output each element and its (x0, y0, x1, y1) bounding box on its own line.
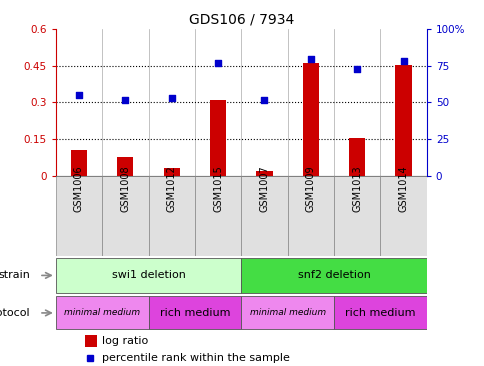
Text: growth protocol: growth protocol (0, 308, 30, 318)
Text: GSM1009: GSM1009 (305, 165, 315, 212)
Bar (241, 296, 333, 329)
Bar (56, 176, 102, 256)
Bar (85, 335, 96, 347)
Point (167, 95, 175, 101)
Bar (241, 258, 426, 293)
Bar (287, 176, 333, 256)
Bar (241, 176, 287, 256)
Bar (195, 176, 241, 256)
Text: GSM1015: GSM1015 (212, 165, 223, 212)
Bar (394, 65, 411, 176)
Text: minimal medium: minimal medium (64, 309, 140, 317)
Bar (56, 258, 241, 293)
Bar (56, 296, 148, 329)
Text: GSM1014: GSM1014 (398, 165, 408, 212)
Point (399, 59, 407, 64)
Bar (102, 176, 148, 256)
Text: minimal medium: minimal medium (249, 309, 325, 317)
Point (121, 97, 129, 102)
Point (353, 66, 361, 72)
Text: log ratio: log ratio (102, 336, 148, 346)
Text: GSM1013: GSM1013 (351, 165, 362, 212)
Text: swi1 deletion: swi1 deletion (111, 270, 185, 280)
Bar (302, 63, 318, 176)
Bar (148, 296, 241, 329)
Bar (348, 138, 364, 176)
Title: GDS106 / 7934: GDS106 / 7934 (188, 13, 293, 27)
Bar (333, 176, 379, 256)
Bar (333, 296, 426, 329)
Text: GSM1008: GSM1008 (120, 165, 130, 212)
Text: rich medium: rich medium (159, 308, 230, 318)
Point (306, 56, 314, 61)
Bar (379, 176, 426, 256)
Bar (256, 171, 272, 176)
Point (214, 60, 222, 66)
Text: GSM1012: GSM1012 (166, 165, 176, 212)
Bar (71, 150, 87, 176)
Point (75, 92, 83, 98)
Text: rich medium: rich medium (345, 308, 415, 318)
Bar (163, 168, 180, 176)
Bar (148, 176, 195, 256)
Text: GSM1007: GSM1007 (259, 165, 269, 212)
Text: GSM1006: GSM1006 (74, 165, 84, 212)
Bar (117, 157, 133, 176)
Text: percentile rank within the sample: percentile rank within the sample (102, 353, 289, 363)
Bar (210, 100, 226, 176)
Point (260, 97, 268, 102)
Text: strain: strain (0, 270, 30, 280)
Text: snf2 deletion: snf2 deletion (297, 270, 370, 280)
